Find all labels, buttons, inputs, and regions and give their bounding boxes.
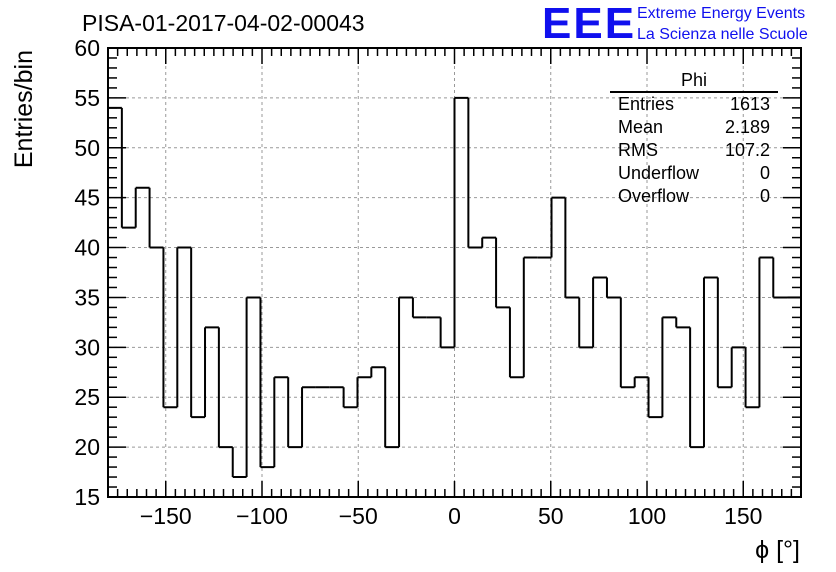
histogram-bin	[772, 257, 788, 299]
histogram-bin	[162, 247, 178, 409]
stats-box: Phi Entries 1613 Mean 2.189 RMS 107.2 Un…	[610, 70, 778, 208]
histogram-bin	[619, 297, 635, 389]
histogram-bin	[592, 276, 607, 348]
histogram-bin	[522, 256, 538, 378]
histogram-bin	[273, 376, 289, 468]
stats-row: Underflow 0	[610, 162, 778, 185]
stats-value: 107.2	[724, 140, 770, 160]
x-tick-label: 50	[538, 503, 564, 529]
histogram-bin	[190, 247, 206, 419]
x-axis-label: ϕ [°]	[755, 536, 800, 564]
histogram-bin	[716, 277, 732, 389]
x-tick-label: 100	[628, 503, 666, 529]
y-tick-label: 15	[74, 484, 100, 510]
histogram-bin	[301, 386, 316, 448]
histogram-bin	[245, 296, 261, 478]
stats-row: Mean 2.189	[610, 116, 778, 139]
histogram-bin	[689, 327, 704, 449]
histogram-bin	[231, 447, 247, 479]
eee-logo: EEE	[542, 0, 637, 48]
stats-value: 0	[759, 163, 770, 183]
histogram-bin	[647, 377, 663, 419]
histogram-bin	[342, 387, 358, 409]
histogram-bin	[204, 326, 219, 418]
histogram-bin	[578, 297, 594, 349]
axis-ticks	[108, 48, 801, 497]
histogram-bin	[411, 297, 427, 319]
stats-label: Entries	[618, 94, 675, 114]
histogram-bin	[661, 316, 677, 418]
x-tick-label: 150	[724, 503, 762, 529]
y-tick-label: 60	[74, 35, 100, 61]
histogram-bin	[148, 187, 164, 249]
x-tick-label: 0	[448, 503, 461, 529]
y-tick-label: 55	[74, 85, 100, 111]
logo-line-1: Extreme Energy Events	[637, 5, 806, 22]
stats-label: Overflow	[618, 186, 690, 206]
histogram-bin	[564, 197, 580, 299]
histogram-bin	[134, 186, 150, 228]
histogram-bin	[508, 307, 524, 379]
x-tick-label: −50	[339, 503, 378, 529]
y-tick-label: 30	[74, 334, 100, 360]
y-tick-label: 20	[74, 434, 100, 460]
y-tick-label: 35	[74, 284, 100, 310]
y-tick-label: 45	[74, 185, 100, 211]
stats-row: Overflow 0	[610, 185, 778, 208]
x-tick-label: −100	[236, 503, 288, 529]
histogram-bin	[259, 297, 275, 469]
stats-label: Underflow	[618, 163, 700, 183]
stats-value: 0	[759, 186, 770, 206]
histogram-bin	[744, 347, 760, 409]
histogram-bin	[550, 196, 566, 258]
y-tick-label: 40	[74, 235, 100, 261]
histogram-bin	[370, 366, 386, 378]
histogram-bin	[481, 236, 497, 248]
histogram-bin	[702, 276, 718, 448]
stats-value: 2.189	[724, 117, 770, 137]
histogram-bin	[675, 317, 691, 329]
y-axis-label: Entries/bin	[10, 50, 38, 168]
histogram-bin	[287, 377, 303, 449]
logo-line-2: La Scienza nelle Scuole	[637, 26, 808, 43]
stats-row: RMS 107.2	[610, 139, 778, 162]
histogram-bin	[176, 246, 192, 408]
stats-label: RMS	[618, 140, 658, 160]
histogram-bin	[384, 367, 400, 449]
histogram-bin	[453, 96, 469, 348]
y-tick-label: 50	[74, 135, 100, 161]
y-tick-labels: 15 20 25 30 35 40 45 50 55 60	[74, 35, 100, 510]
histogram-bin	[120, 107, 136, 229]
histogram-bin	[605, 277, 621, 299]
histogram-bin	[758, 256, 774, 408]
histogram-bin	[439, 317, 455, 349]
x-tick-label: −150	[140, 503, 192, 529]
x-tick-labels: −150 −100 −50 0 50 100 150	[140, 503, 763, 529]
histogram-bin	[398, 296, 413, 448]
histogram-bin	[730, 346, 746, 388]
grid-lines	[108, 48, 801, 497]
histogram-bin	[356, 376, 372, 408]
histogram-bin	[467, 97, 483, 249]
stats-row: Entries 1613	[610, 93, 778, 116]
logo-caption: Extreme Energy Events La Scienza nelle S…	[637, 3, 808, 45]
chart-title: PISA-01-2017-04-02-00043	[82, 10, 365, 36]
histogram-bin	[633, 376, 649, 388]
y-tick-label: 25	[74, 384, 100, 410]
stats-label: Mean	[618, 117, 664, 137]
stats-value: 1613	[729, 94, 770, 114]
stats-name: Phi	[610, 70, 778, 93]
histogram-bin	[217, 327, 233, 449]
histogram-bin	[495, 237, 510, 309]
